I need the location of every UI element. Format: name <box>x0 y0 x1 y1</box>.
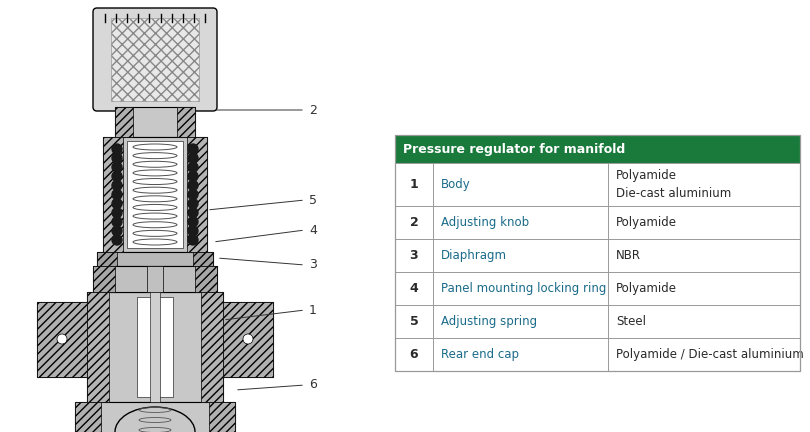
Text: 5: 5 <box>410 315 419 328</box>
Text: 2: 2 <box>309 104 317 117</box>
Bar <box>137 297 173 397</box>
Circle shape <box>188 153 198 163</box>
Text: Pressure regulator for manifold: Pressure regulator for manifold <box>403 143 625 156</box>
Bar <box>93 266 217 292</box>
Text: 2: 2 <box>410 216 419 229</box>
Bar <box>395 338 800 371</box>
Circle shape <box>188 144 198 154</box>
Circle shape <box>188 208 198 218</box>
Bar <box>115 107 195 137</box>
Text: Rear end cap: Rear end cap <box>441 348 519 361</box>
Circle shape <box>112 199 122 209</box>
Bar <box>177 107 195 137</box>
Bar <box>395 206 800 239</box>
Bar <box>87 292 223 402</box>
Text: Polyamide / Die-cast aluminium: Polyamide / Die-cast aluminium <box>616 348 804 361</box>
Bar <box>75 402 101 432</box>
Text: Polyamide: Polyamide <box>616 168 677 181</box>
Bar <box>37 302 87 377</box>
Bar <box>395 135 800 163</box>
Bar <box>395 305 800 338</box>
Text: Adjusting spring: Adjusting spring <box>441 315 537 328</box>
Text: Steel: Steel <box>616 315 646 328</box>
Text: Body: Body <box>441 178 471 191</box>
Bar <box>75 402 235 432</box>
Bar <box>193 252 213 266</box>
Circle shape <box>188 181 198 191</box>
Text: 3: 3 <box>410 249 418 262</box>
Bar <box>93 266 115 292</box>
Bar <box>395 272 800 305</box>
Bar <box>97 252 117 266</box>
Bar <box>195 266 217 292</box>
Bar <box>87 292 109 402</box>
Circle shape <box>112 208 122 218</box>
Bar <box>187 137 207 252</box>
Circle shape <box>188 162 198 172</box>
Text: Panel mounting locking ring: Panel mounting locking ring <box>441 282 607 295</box>
Text: 6: 6 <box>410 348 418 361</box>
Text: Diaphragm: Diaphragm <box>441 249 507 262</box>
Circle shape <box>112 172 122 181</box>
Circle shape <box>112 235 122 245</box>
Bar <box>115 107 133 137</box>
Circle shape <box>188 226 198 236</box>
Circle shape <box>112 217 122 227</box>
Text: 4: 4 <box>410 282 419 295</box>
Text: Die-cast aluminium: Die-cast aluminium <box>616 187 731 200</box>
Text: NBR: NBR <box>616 249 641 262</box>
Bar <box>37 302 87 377</box>
Bar <box>395 135 800 371</box>
Text: 5: 5 <box>309 194 317 206</box>
FancyBboxPatch shape <box>93 8 217 111</box>
Bar <box>223 302 273 377</box>
Text: 3: 3 <box>309 258 317 271</box>
Text: 1: 1 <box>309 304 317 317</box>
Bar <box>395 239 800 272</box>
Text: 1: 1 <box>410 178 419 191</box>
Bar <box>395 163 800 206</box>
Bar <box>223 302 273 377</box>
Circle shape <box>243 334 253 344</box>
Text: Adjusting knob: Adjusting knob <box>441 216 529 229</box>
Bar <box>103 137 123 252</box>
Circle shape <box>112 226 122 236</box>
Circle shape <box>112 181 122 191</box>
Bar <box>209 402 235 432</box>
Circle shape <box>188 217 198 227</box>
Circle shape <box>112 144 122 154</box>
Circle shape <box>57 334 67 344</box>
Text: Polyamide: Polyamide <box>616 216 677 229</box>
Bar <box>127 141 183 248</box>
Circle shape <box>188 199 198 209</box>
Bar <box>103 137 207 252</box>
Text: 4: 4 <box>309 223 317 236</box>
Bar <box>150 292 160 402</box>
Bar <box>147 266 163 292</box>
Bar <box>97 252 213 266</box>
Bar <box>111 18 199 101</box>
Text: Polyamide: Polyamide <box>616 282 677 295</box>
Circle shape <box>112 190 122 200</box>
Bar <box>201 292 223 402</box>
Circle shape <box>188 190 198 200</box>
Circle shape <box>188 172 198 181</box>
Circle shape <box>112 153 122 163</box>
Text: 6: 6 <box>309 378 317 391</box>
Circle shape <box>112 162 122 172</box>
Circle shape <box>188 235 198 245</box>
